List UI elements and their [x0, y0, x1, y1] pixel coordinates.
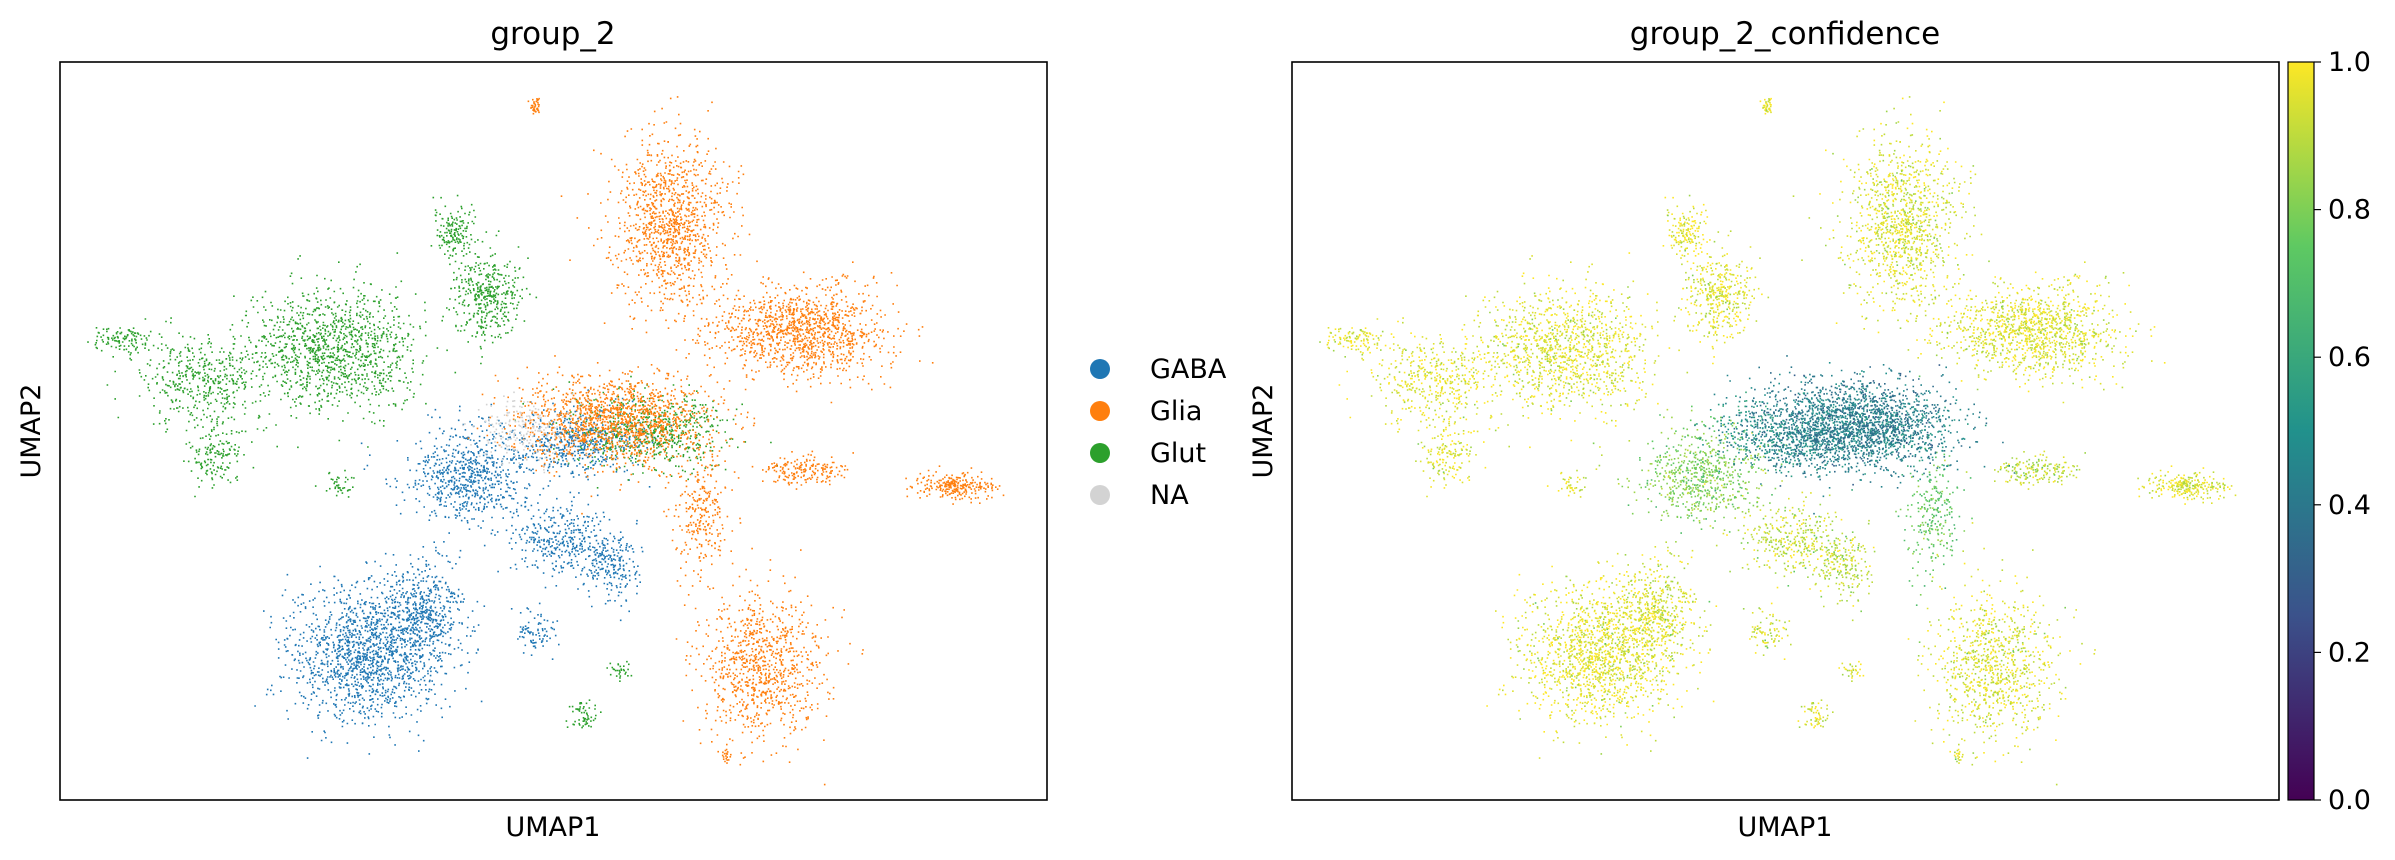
x-axis-label-confidence: UMAP1: [1738, 812, 1833, 843]
legend-marker-glut: [1090, 443, 1110, 463]
colorbar-tick-label: 0.4: [2328, 490, 2371, 521]
legend-label-na: NA: [1150, 480, 1189, 511]
confidence-points: [1319, 109, 2226, 763]
confidence-points: [1696, 385, 1987, 478]
colorbar-tick-label: 0.2: [2328, 637, 2371, 668]
confidence-points: [1328, 96, 2225, 786]
colorbar-tick-label: 1.0: [2328, 47, 2371, 78]
legend-marker-glia: [1090, 401, 1110, 421]
legend-label-glia: Glia: [1150, 396, 1202, 427]
legend-marker-na: [1090, 485, 1110, 505]
chart-title-group-2-confidence: group_2_confidence: [1630, 16, 1940, 52]
confidence-points: [1906, 441, 1908, 444]
colorbar-tick-label: 0.6: [2328, 342, 2371, 373]
y-axis-label-group-2: UMAP2: [16, 384, 47, 479]
plot-frame-group-2: [59, 61, 1048, 801]
confidence-points: [1327, 97, 2231, 763]
confidence-points: [1655, 420, 1958, 589]
x-axis-label-group-2: UMAP1: [506, 812, 601, 843]
panel-group-2-confidence: group_2_confidence UMAP1 UMAP2 0.0 0.2 0.4…: [1248, 16, 2371, 843]
colorbar-ticks: 0.0 0.2 0.4 0.6 0.8 1.0: [2314, 47, 2371, 816]
legend-label-glut: Glut: [1150, 438, 1206, 469]
colorbar-frame: [2287, 61, 2315, 801]
scatter-series-points: [467, 96, 1005, 786]
confidence-points: [1702, 373, 1931, 534]
confidence-points: [1359, 168, 2194, 728]
chart-title-group-2: group_2: [490, 16, 615, 52]
legend-marker-gaba: [1090, 359, 1110, 379]
plot-frame-confidence: [1291, 61, 2280, 801]
legend: GABA Glia Glut NA: [1090, 354, 1227, 511]
scatter-points-confidence: [1319, 96, 2237, 786]
colorbar-tick-label: 0.8: [2328, 195, 2371, 226]
confidence-points: [1534, 414, 2044, 606]
colorbar-tick-label: 0.0: [2328, 785, 2371, 816]
confidence-points: [1551, 180, 2056, 760]
colorbar: [2288, 62, 2314, 800]
scatter-series-points: [254, 389, 676, 759]
y-axis-label-confidence: UMAP2: [1248, 384, 1279, 479]
legend-label-gaba: GABA: [1150, 354, 1227, 385]
confidence-points: [1702, 362, 2010, 481]
panel-group-2: group_2 UMAP1 UMAP2 GABA Glia Glut NA: [16, 16, 1227, 843]
scatter-points-group-2: [87, 96, 1005, 786]
confidence-points: [1738, 366, 1988, 487]
